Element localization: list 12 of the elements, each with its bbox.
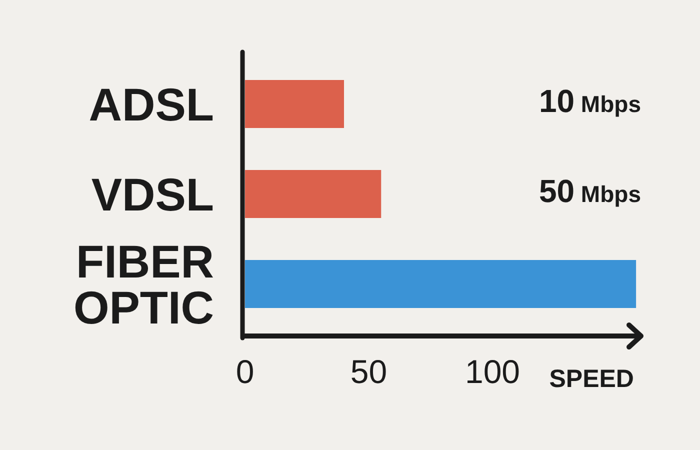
x-axis-title: SPEED bbox=[549, 365, 634, 393]
x-tick-label: 0 bbox=[236, 353, 254, 390]
y-tick-label: ADSL bbox=[88, 78, 214, 131]
y-tick-label: VDSL bbox=[91, 168, 214, 221]
bar bbox=[245, 260, 636, 308]
annotation: 50 Mbps bbox=[538, 173, 641, 209]
y-tick-label: FIBER OPTIC bbox=[73, 236, 214, 334]
annotation: 10 Mbps bbox=[538, 83, 641, 119]
x-tick-label: 50 bbox=[350, 353, 388, 390]
bar bbox=[245, 80, 344, 128]
x-tick-label: 100 bbox=[464, 353, 520, 390]
bar bbox=[245, 170, 382, 218]
